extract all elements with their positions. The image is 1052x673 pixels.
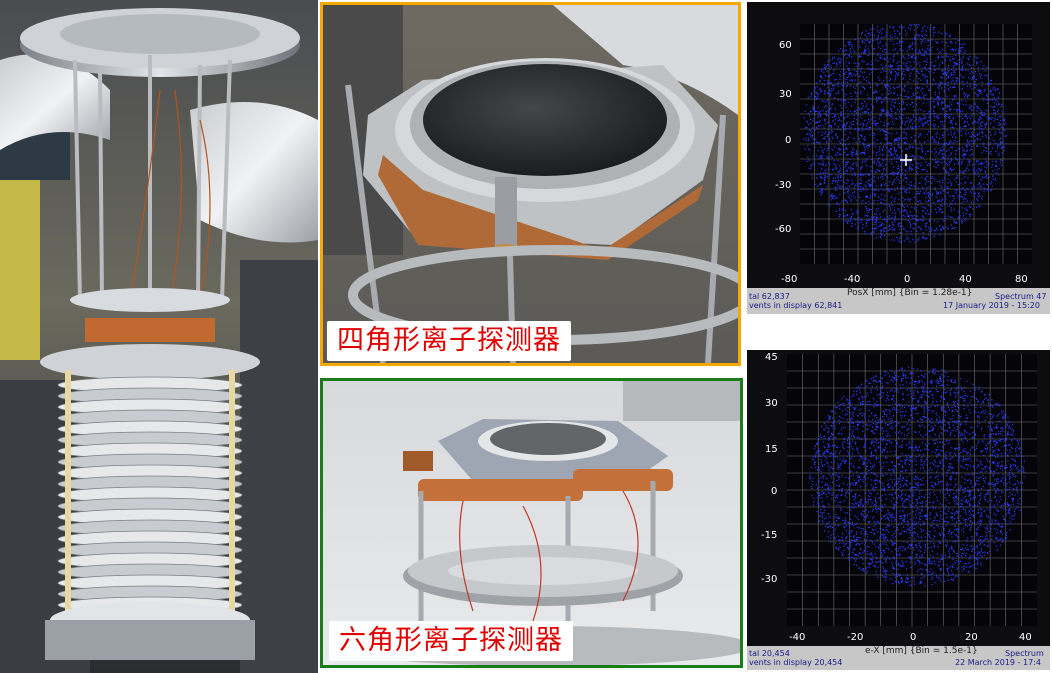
hexagonal-detector-label: 六角形离子探测器 (329, 621, 573, 662)
total-count: tal 20,454 (749, 649, 790, 658)
spectrum-timestamp: 22 March 2019 - 17:4 (955, 658, 1041, 667)
y-tick: -15 (761, 530, 778, 541)
events-in-display: vents in display 62,841 (749, 301, 843, 310)
x-tick: -20 (847, 632, 864, 643)
assembly-photo-illustration (0, 0, 318, 673)
plot-footer: e-X [mm] {Bin = 1.5e-1} tal 20,454 vents… (747, 646, 1050, 670)
x-axis-label: e-X [mm] {Bin = 1.5e-1} (865, 646, 978, 656)
square-detector-label: 四角形离子探测器 (327, 321, 571, 362)
x-tick: 80 (1015, 274, 1028, 285)
spectrum-number: Spectrum (1005, 649, 1044, 658)
y-tick: -30 (775, 180, 792, 191)
plot-footer: PosX [mm] {Bin = 1.28e-1} tal 62,837 ven… (747, 288, 1050, 314)
y-tick: 30 (765, 398, 778, 409)
x-tick: 0 (904, 274, 911, 285)
spectrum-number: Spectrum 47 (995, 292, 1047, 301)
ion-hit-dots (803, 24, 1007, 243)
ion-hit-dots (809, 366, 1026, 587)
events-in-display: vents in display 20,454 (749, 658, 843, 667)
x-axis-label: PosX [mm] {Bin = 1.28e-1} (847, 288, 973, 298)
spectrum-timestamp: 17 January 2019 - 15:20 (943, 301, 1040, 310)
y-tick: 15 (765, 444, 778, 455)
hexagonal-detector-position-plot: 45 30 15 0 -15 -30 -40 -20 0 20 40 e-X [… (747, 350, 1050, 670)
y-tick: -60 (775, 224, 792, 235)
hit-distribution (787, 354, 1037, 626)
ceramic-spacer-rod (65, 370, 71, 625)
x-tick: -80 (781, 274, 798, 285)
hit-distribution (800, 24, 1032, 264)
y-tick: 0 (771, 486, 778, 497)
ceramic-spacer-rod (229, 370, 235, 625)
x-tick: 40 (959, 274, 972, 285)
y-tick: 0 (785, 135, 792, 146)
x-tick: -40 (789, 632, 806, 643)
x-tick: 40 (1019, 632, 1032, 643)
x-tick: 20 (965, 632, 978, 643)
y-tick: 30 (779, 89, 792, 100)
square-detector-position-plot: 60 30 0 -30 -60 -80 -40 0 40 80 PosX [mm… (747, 2, 1050, 314)
y-tick: -30 (761, 574, 778, 585)
hexagonal-detector-photo: 六角形离子探测器 (320, 378, 743, 668)
x-tick: -40 (844, 274, 861, 285)
assembly-photo (0, 0, 318, 673)
total-count: tal 62,837 (749, 292, 790, 301)
square-detector-illustration (323, 5, 738, 363)
y-tick: 60 (779, 40, 792, 51)
x-tick: 0 (910, 632, 917, 643)
square-detector-photo: 四角形离子探测器 (320, 2, 741, 366)
y-tick: 45 (765, 352, 778, 363)
